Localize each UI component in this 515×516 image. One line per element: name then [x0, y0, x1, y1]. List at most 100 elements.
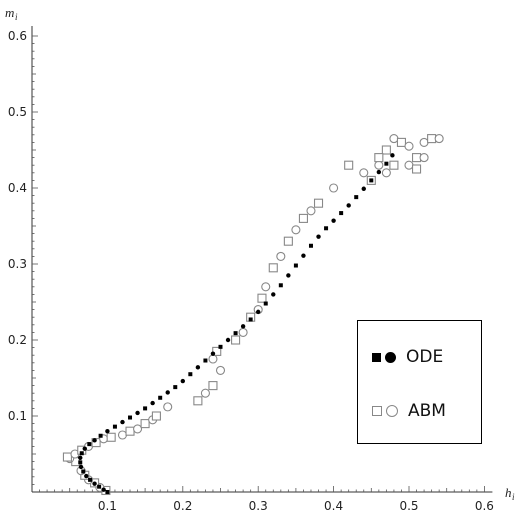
ode-point — [188, 372, 193, 377]
abm-point — [291, 225, 301, 235]
abm-point — [133, 424, 143, 434]
ode-point — [79, 451, 84, 456]
ode-point — [324, 226, 329, 231]
abm-point — [374, 153, 384, 163]
abm-point — [117, 430, 128, 440]
y-tick-label: 0.1 — [8, 409, 27, 423]
legend-label-ode: ODE — [406, 347, 444, 367]
ode-point — [210, 351, 216, 356]
ode-point — [203, 358, 208, 363]
abm-point — [389, 134, 399, 144]
abm-point — [208, 381, 218, 391]
x-tick-label: 0.6 — [475, 499, 494, 513]
abm-point — [215, 365, 226, 375]
abm-point — [231, 335, 241, 345]
y-axis-title-subscript: i — [15, 12, 18, 22]
ode-point — [361, 186, 366, 191]
ode-point — [218, 344, 223, 349]
abm-point — [396, 137, 407, 147]
y-axis-title: m — [5, 5, 14, 20]
abm-point — [200, 388, 210, 398]
x-tick-label: 0.2 — [173, 499, 192, 513]
ode-point — [369, 178, 374, 183]
legend-item-abm: ABM — [372, 401, 446, 421]
ode-point — [78, 460, 83, 465]
abm-point — [389, 160, 399, 170]
abm-point — [411, 164, 422, 174]
ode-point — [180, 378, 185, 384]
legend-label-abm: ABM — [408, 401, 446, 421]
ode-point — [158, 395, 163, 400]
ode-point — [112, 424, 117, 429]
x-axis-title: h — [505, 485, 512, 500]
ode-point — [384, 161, 389, 166]
open-square-marker-icon — [372, 406, 382, 416]
ode-point — [331, 218, 336, 223]
ode-point — [87, 442, 92, 447]
abm-point — [257, 293, 267, 303]
ode-point — [293, 263, 298, 268]
abm-point — [434, 134, 444, 144]
x-tick-label: 0.1 — [98, 499, 117, 513]
ode-point — [225, 337, 231, 343]
y-tick-label: 0.2 — [8, 333, 27, 347]
x-tick-label: 0.5 — [399, 499, 418, 513]
ode-point — [390, 153, 395, 158]
ode-point — [81, 469, 86, 474]
x-tick-label: 0.4 — [324, 499, 343, 513]
x-tick-label: 0.3 — [249, 499, 268, 513]
ode-point — [339, 211, 344, 216]
ode-point — [233, 331, 238, 336]
abm-point — [298, 213, 308, 223]
filled-circle-marker-icon — [385, 351, 396, 363]
ode-point — [263, 301, 268, 306]
abm-point — [125, 426, 135, 436]
ode-point — [278, 283, 283, 288]
y-tick-label: 0.5 — [8, 105, 27, 119]
abm-point — [208, 354, 218, 364]
ode-point — [316, 234, 321, 239]
ode-point — [97, 484, 102, 489]
ode-point — [256, 309, 261, 315]
ode-point — [88, 477, 93, 482]
abm-point — [283, 236, 293, 246]
ode-point — [150, 400, 155, 406]
ode-point — [271, 292, 276, 297]
abm-point — [193, 396, 203, 406]
abm-point — [313, 198, 324, 208]
abm-point — [374, 160, 384, 170]
abm-point — [91, 438, 101, 448]
axes — [31, 26, 493, 493]
ode-point — [98, 433, 103, 438]
ode-series — [78, 153, 395, 494]
ode-point — [92, 438, 97, 443]
abm-point — [359, 168, 369, 178]
ode-point — [128, 415, 133, 420]
ode-point — [354, 195, 359, 200]
abm-point — [276, 251, 286, 261]
ode-point — [143, 406, 148, 411]
ode-point — [92, 481, 97, 486]
abm-point — [163, 402, 173, 412]
abm-point — [261, 282, 271, 292]
ode-point — [120, 419, 125, 425]
x-axis-title-subscript: i — [512, 492, 515, 502]
y-tick-label: 0.6 — [8, 29, 27, 43]
abm-point — [238, 327, 248, 337]
ode-point — [105, 429, 110, 434]
ode-point — [286, 273, 291, 278]
ode-point — [135, 410, 140, 416]
ode-point — [195, 365, 201, 370]
legend: ODE ABM — [357, 320, 482, 444]
abm-point — [306, 206, 316, 216]
ode-point — [240, 324, 246, 329]
abm-point — [62, 452, 72, 462]
abm-point — [381, 168, 391, 178]
ode-point — [78, 455, 83, 460]
ode-point — [82, 446, 87, 451]
ode-point — [308, 243, 313, 248]
abm-point — [212, 346, 222, 356]
abm-point — [151, 411, 161, 421]
ode-point — [173, 385, 178, 390]
